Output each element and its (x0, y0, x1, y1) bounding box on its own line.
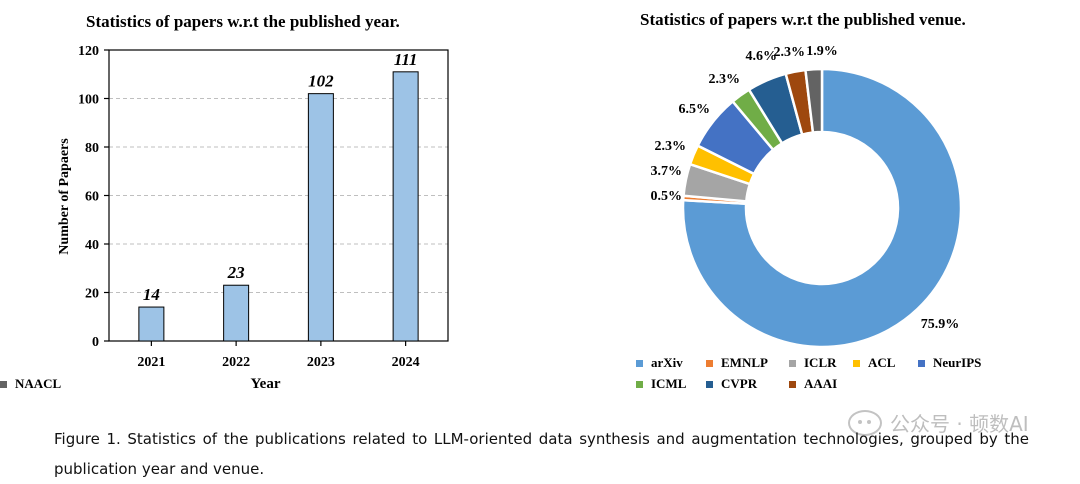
bar-data-label: 14 (143, 285, 160, 304)
watermark-text: 公众号 · 顿数AI (890, 412, 1029, 436)
bar-data-label: 111 (394, 50, 418, 69)
legend-label: EMNLP (721, 355, 768, 370)
bar-chart: 0 20 40 60 80 100 120 14 2021 23 2022 102 2023 111 202… (57, 44, 449, 392)
slice-label-neurips: 6.5% (679, 102, 711, 117)
legend-swatch (918, 359, 925, 367)
y-tick-label: 20 (85, 287, 99, 302)
legend-label: ICML (651, 376, 687, 391)
watermark: 公众号 · 顿数AI (848, 408, 1029, 437)
bar-data-label: 102 (308, 72, 334, 91)
legend-swatch (789, 380, 796, 388)
figure-caption: Figure 1. Statistics of the publications… (54, 430, 1029, 478)
wechat-icon (848, 409, 882, 436)
y-tick-label: 0 (92, 335, 99, 350)
slice-naacl (804, 67, 824, 134)
legend-swatch (853, 359, 860, 367)
legend-item-aaai: AAAI (789, 376, 837, 392)
legend-label: ICLR (804, 355, 837, 370)
plot-frame (108, 49, 449, 342)
legend-label: AAAI (804, 376, 838, 391)
y-tick-label: 40 (85, 238, 99, 253)
slice-label-cvpr: 4.6% (746, 49, 778, 64)
legend-swatch (0, 380, 7, 388)
slice-label-naacl: 1.9% (806, 44, 838, 59)
y-tick-label: 120 (78, 44, 99, 59)
y-axis-label: Number of Papaers (57, 138, 72, 255)
legend-item-neurips: NeurIPS (918, 355, 981, 371)
slice-label-arxiv: 75.9% (921, 317, 960, 332)
slice-label-acl: 2.3% (655, 139, 687, 154)
x-tick-label: 2024 (392, 355, 420, 370)
x-tick-label: 2021 (137, 355, 165, 370)
legend-swatch (789, 359, 796, 367)
slice-label-emnlp: 0.5% (651, 189, 683, 204)
legend-label: arXiv (651, 355, 683, 370)
slice-label-icml: 2.3% (709, 72, 741, 87)
legend-item-cvpr: CVPR (706, 376, 757, 392)
legend-swatch (636, 380, 643, 388)
x-axis-label: Year (251, 376, 281, 392)
x-tick-label: 2023 (307, 355, 335, 370)
legend-label: CVPR (721, 376, 758, 391)
legend-label: NAACL (15, 376, 62, 391)
y-tick-label: 80 (85, 141, 99, 156)
legend-swatch (706, 359, 713, 367)
slice-arxiv (681, 67, 963, 349)
donut-chart-title: Statistics of papers w.r.t the published… (640, 10, 966, 29)
legend-item-icml: ICML (636, 376, 686, 392)
legend-swatch (706, 380, 713, 388)
slice-label-aaai: 2.3% (774, 45, 806, 60)
legend-label: ACL (868, 355, 896, 370)
legend-item-emnlp: EMNLP (706, 355, 768, 371)
donut-chart: 75.9%0.5%3.7%2.3%6.5%2.3%4.6%2.3% 1.9% (651, 44, 963, 349)
legend-item-naacl: NAACL (0, 376, 61, 392)
bar-2022 (223, 284, 250, 342)
bar-2023 (307, 93, 334, 342)
legend-swatch (636, 359, 643, 367)
legend-label: NeurIPS (933, 355, 982, 370)
slice-label-iclr: 3.7% (651, 164, 683, 179)
legend-item-iclr: ICLR (789, 355, 837, 371)
bar-2024 (392, 71, 419, 342)
legend-item-arxiv: arXiv (636, 355, 683, 371)
legend-item-acl: ACL (853, 355, 895, 371)
y-tick-label: 100 (78, 93, 99, 108)
bar-data-label: 23 (227, 263, 246, 282)
y-tick-label: 60 (85, 190, 99, 205)
x-tick-label: 2022 (222, 355, 250, 370)
bar-chart-title: Statistics of papers w.r.t the published… (86, 12, 400, 31)
